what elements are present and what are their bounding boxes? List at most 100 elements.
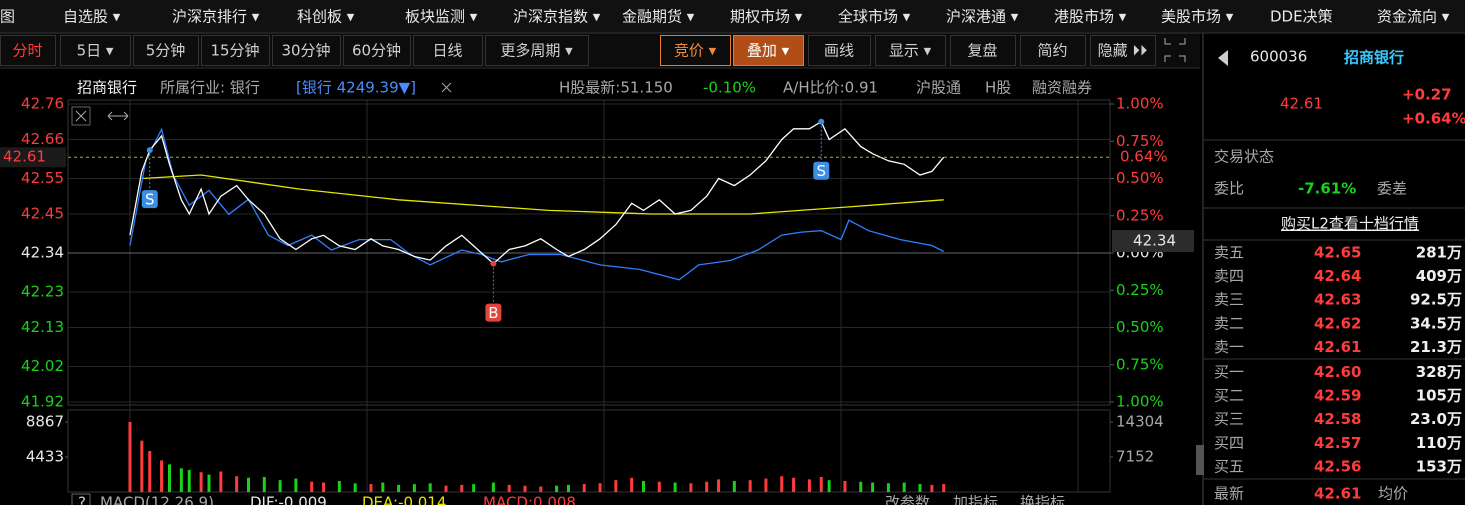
book-volume: 153万: [1416, 457, 1462, 475]
toolbar-button[interactable]: [660, 35, 731, 66]
volume-y2-tick-label: 14304: [1116, 413, 1164, 431]
volume-bar: [689, 483, 693, 492]
toolbar-button[interactable]: [133, 35, 199, 66]
y2-tick-label: 0.50%: [1116, 169, 1164, 187]
toolbar-button[interactable]: [60, 35, 131, 66]
y-tick-label: 42.55: [21, 169, 64, 187]
macd-item[interactable]: 加指标: [953, 494, 998, 505]
volume-bar: [128, 422, 132, 492]
last-value: 42.61: [1314, 485, 1361, 503]
menu-item[interactable]: 板块监测 ▾: [405, 8, 478, 26]
volume-bar: [353, 483, 357, 492]
toolbar-button[interactable]: [485, 35, 589, 66]
header-close[interactable]: [441, 82, 452, 93]
book-side: 买三: [1214, 410, 1244, 428]
splitter-handle[interactable]: [1196, 445, 1204, 475]
toolbar-button[interactable]: [201, 35, 270, 66]
book-side: 买一: [1214, 363, 1244, 381]
current-price-box: [0, 147, 66, 168]
toolbar-button[interactable]: [1020, 35, 1086, 66]
signal-point: [146, 147, 153, 154]
macd-item[interactable]: 改参数: [885, 494, 930, 505]
current-pct-label: 0.64%: [1120, 148, 1168, 166]
toolbar-button[interactable]: [950, 35, 1016, 66]
menu-item[interactable]: 沪深京指数 ▾: [513, 8, 601, 26]
macd-help-box[interactable]: [71, 493, 91, 505]
signal-label: S: [145, 191, 155, 209]
signal-box[interactable]: [485, 303, 502, 322]
resize-icon[interactable]: [107, 111, 129, 121]
y-tick-label: 42.02: [21, 357, 64, 375]
menu-item[interactable]: 期权市场 ▾: [730, 8, 803, 26]
book-price: 42.58: [1314, 410, 1361, 428]
menu-item[interactable]: 金融期货 ▾: [622, 8, 695, 26]
last-label: 最新: [1214, 485, 1244, 503]
macd-item: MACD:0.008: [483, 494, 576, 505]
volume-bar: [160, 460, 164, 492]
menu-item[interactable]: 科创板 ▾: [297, 8, 355, 26]
header-item[interactable]: 融资融券: [1032, 79, 1092, 97]
macd-item: DEA:-0.014: [362, 494, 446, 505]
fullscreen-icon[interactable]: [1164, 38, 1186, 62]
volume-bar: [444, 485, 448, 492]
volume-bar: [566, 484, 570, 492]
volume-bar: [807, 479, 811, 492]
header-item[interactable]: 沪股通: [916, 79, 961, 97]
volume-bar: [732, 480, 736, 492]
book-volume: 281万: [1416, 244, 1462, 262]
volume-bar: [717, 479, 721, 492]
book-volume: 34.5万: [1410, 314, 1462, 332]
toolbar-label: 30分钟: [281, 42, 330, 60]
book-side: 卖四: [1214, 267, 1244, 285]
toolbar-button[interactable]: [272, 35, 341, 66]
l2-link[interactable]: 购买L2查看十档行情: [1281, 215, 1419, 233]
toolbar-button[interactable]: [875, 35, 946, 66]
menu-item[interactable]: 资金流向 ▾: [1377, 8, 1450, 26]
menu-item[interactable]: 图: [0, 8, 15, 26]
index-line: [129, 127, 944, 281]
volume-bar: [780, 476, 784, 492]
book-side: 卖二: [1214, 314, 1244, 332]
toolbar-button[interactable]: [808, 35, 871, 66]
toolbar-label: 60分钟: [352, 42, 401, 60]
toolbar-button[interactable]: [343, 35, 411, 66]
book-volume: 409万: [1416, 267, 1462, 285]
prev-arrow[interactable]: [1218, 50, 1228, 66]
cursor-price-box: [1112, 230, 1194, 252]
toolbar-label: 隐藏 ⏵⏵: [1098, 42, 1148, 60]
volume-bar: [886, 483, 890, 492]
volume-bar: [673, 482, 677, 492]
book-price: 42.57: [1314, 434, 1361, 452]
menu-bar: [0, 0, 1465, 33]
book-volume: 105万: [1416, 387, 1462, 405]
menu-item[interactable]: 全球市场 ▾: [838, 8, 911, 26]
menu-item[interactable]: 沪深京排行 ▾: [172, 8, 260, 26]
close-icon-box[interactable]: [71, 106, 91, 126]
y2-tick-label: 0.75%: [1116, 132, 1164, 150]
y-tick-label: 42.45: [21, 204, 64, 222]
book-price: 42.56: [1314, 457, 1361, 475]
macd-item[interactable]: 换指标: [1020, 494, 1065, 505]
toolbar-button[interactable]: [413, 35, 483, 66]
volume-bar: [140, 440, 144, 492]
volume-bar: [369, 484, 373, 492]
toolbar-label: 更多周期 ▾: [500, 42, 573, 60]
menu-item[interactable]: 自选股 ▾: [63, 8, 121, 26]
volume-bar: [337, 480, 341, 492]
header-item[interactable]: H股: [985, 79, 1011, 97]
toolbar-button[interactable]: [0, 35, 56, 66]
signal-box[interactable]: [813, 161, 830, 180]
y2-tick-label: 1.00%: [1116, 393, 1164, 411]
toolbar-button[interactable]: [733, 35, 804, 66]
menu-item[interactable]: 美股市场 ▾: [1161, 8, 1234, 26]
signal-box[interactable]: [141, 190, 158, 209]
toolbar-button[interactable]: [1090, 35, 1156, 66]
menu-item[interactable]: 港股市场 ▾: [1054, 8, 1127, 26]
menu-item[interactable]: 沪深港通 ▾: [946, 8, 1019, 26]
toolbar-label: 5日 ▾: [77, 42, 114, 60]
menu-item[interactable]: DDE决策: [1270, 8, 1333, 26]
book-volume: 110万: [1416, 434, 1462, 452]
book-price: 42.65: [1314, 244, 1361, 262]
macd-item[interactable]: ?: [78, 494, 86, 505]
